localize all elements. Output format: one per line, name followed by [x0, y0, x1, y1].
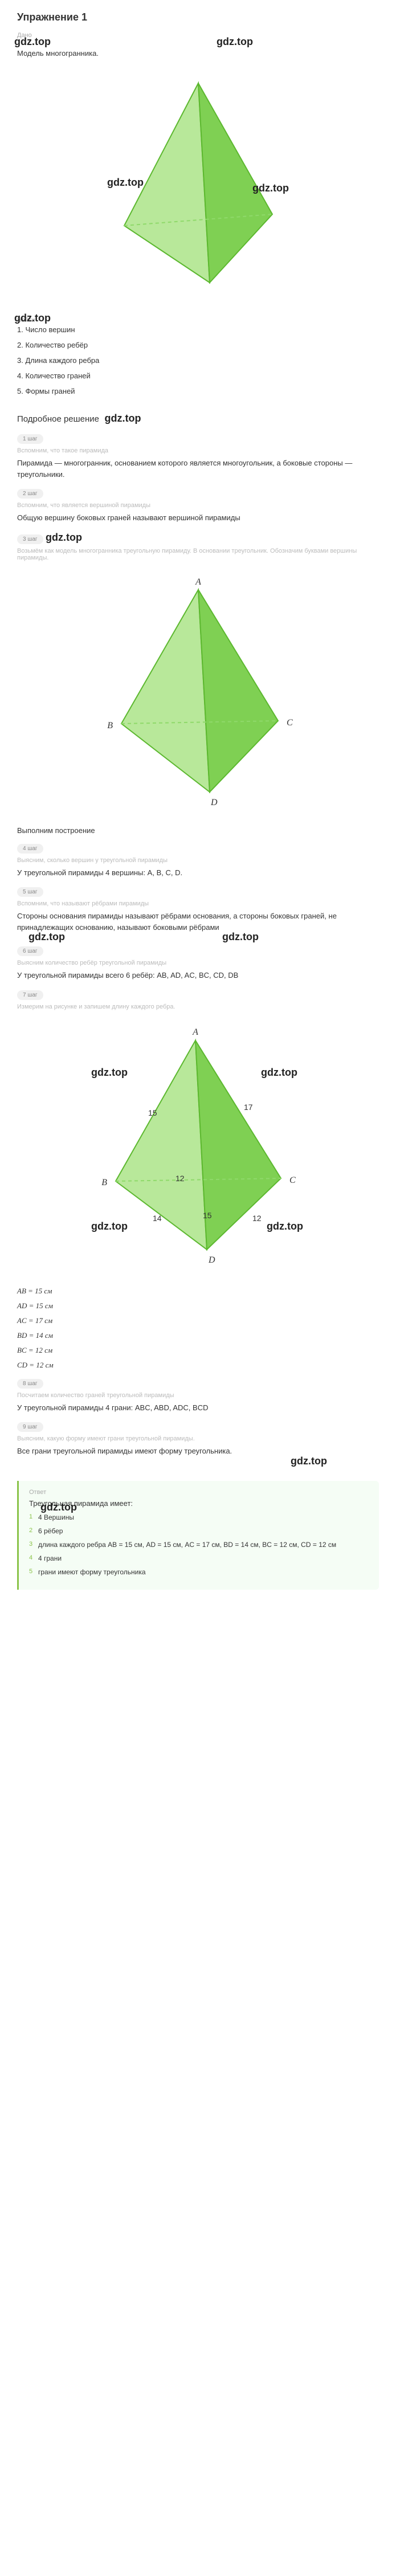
step-badge: 4 шаг	[17, 844, 43, 854]
step-note: Выясним, сколько вершин у треугольной пи…	[17, 857, 379, 864]
exercise-title: Упражнение 1	[17, 11, 379, 23]
naiti-item: 3. Длина каждого ребра	[17, 356, 379, 365]
step-badge: 7 шаг	[17, 990, 43, 1000]
measurement: BD = 14 см	[17, 1331, 379, 1340]
svg-text:gdz.top: gdz.top	[252, 182, 289, 194]
step-badge: 9 шаг	[17, 1422, 43, 1432]
step-note: Вспомним, что такое пирамида	[17, 447, 379, 454]
measurement: AD = 15 см	[17, 1301, 379, 1311]
naiti-item: 5. Формы граней	[17, 387, 379, 395]
step-note: Посчитаем количество граней треугольной …	[17, 1392, 379, 1399]
step-note: Возьмём как модель многогранника треугол…	[17, 548, 379, 561]
answer-item: 4 Вершины	[29, 1513, 369, 1521]
svg-text:gdz.top: gdz.top	[267, 1220, 303, 1232]
watermark: gdz.top	[46, 532, 82, 543]
step-text: Стороны основания пирамиды называют рёбр…	[17, 911, 379, 933]
watermark: gdz.top	[28, 931, 65, 943]
step-badge: 2 шаг	[17, 489, 43, 499]
svg-text:A: A	[192, 1027, 198, 1037]
step-text: Пирамида — многогранник, основанием кото…	[17, 458, 379, 480]
svg-text:12: 12	[252, 1214, 262, 1223]
svg-text:gdz.top: gdz.top	[261, 1067, 297, 1078]
pyramid-figure-1: gdz.top gdz.top	[17, 72, 379, 303]
watermark: gdz.top	[222, 931, 259, 943]
postroenie-text: Выполним построение	[17, 826, 379, 835]
svg-text:B: B	[107, 721, 113, 730]
step-badge: 8 шаг	[17, 1379, 43, 1389]
naiti-item: 4. Количество граней	[17, 372, 379, 380]
naiti-label: Найти	[17, 317, 379, 324]
watermark: gdz.top	[291, 1455, 327, 1467]
svg-text:15: 15	[148, 1108, 157, 1117]
measurement: AC = 17 см	[17, 1316, 379, 1325]
step-note: Выясним количество ребёр треугольной пир…	[17, 960, 379, 966]
measurement: CD = 12 см	[17, 1361, 379, 1370]
pyramid-figure-3: A B C D 15 17 12 12 15 14 gdz.top gdz.to…	[17, 1024, 379, 1272]
step-text: Общую вершину боковых граней называют ве…	[17, 512, 379, 524]
step-badge: 3 шаг	[17, 534, 43, 544]
step-badge: 5 шаг	[17, 887, 43, 897]
step-badge: 1 шаг	[17, 434, 43, 444]
svg-text:gdz.top: gdz.top	[107, 177, 144, 188]
step-text: У треугольной пирамиды 4 вершины: A, B, …	[17, 867, 379, 879]
answer-label: Ответ	[29, 1489, 369, 1496]
answer-item: длина каждого ребра AB = 15 см, AD = 15 …	[29, 1541, 369, 1549]
naiti-item: 2. Количество ребёр	[17, 341, 379, 349]
answer-item: грани имеют форму треугольника	[29, 1568, 369, 1576]
step-note: Вспомним, что является вершиной пирамиды	[17, 502, 379, 509]
answer-block: Ответ Треугольная пирамида имеет: gdz.to…	[17, 1481, 379, 1590]
svg-text:17: 17	[244, 1103, 253, 1112]
step-text: Все грани треугольной пирамиды имеют фор…	[17, 1446, 379, 1457]
measurement: BC = 12 см	[17, 1346, 379, 1355]
step-text: У треугольной пирамиды всего 6 ребёр: AB…	[17, 970, 379, 981]
svg-text:gdz.top: gdz.top	[91, 1067, 128, 1078]
measurement: AB = 15 см	[17, 1287, 379, 1296]
section-title: Подробное решение	[17, 414, 99, 424]
svg-text:gdz.top: gdz.top	[91, 1220, 128, 1232]
step-text: У треугольной пирамиды 4 грани: ABC, ABD…	[17, 1402, 379, 1414]
svg-text:12: 12	[175, 1174, 185, 1183]
step-note: Выясним, какую форму имеют грани треугол…	[17, 1435, 379, 1442]
answer-title: Треугольная пирамида имеет:	[29, 1499, 369, 1508]
step-note: Измерим на рисунке и запишем длину каждо…	[17, 1003, 379, 1010]
svg-text:D: D	[208, 1255, 215, 1265]
dano-text: Модель многогранника.	[17, 49, 379, 58]
watermark: gdz.top	[104, 413, 141, 424]
svg-text:14: 14	[153, 1214, 162, 1223]
answer-item: 4 грани	[29, 1554, 369, 1562]
naiti-item: 1. Число вершин	[17, 325, 379, 334]
svg-text:B: B	[101, 1178, 107, 1187]
svg-text:C: C	[287, 718, 293, 728]
svg-text:15: 15	[203, 1211, 212, 1220]
svg-text:C: C	[289, 1175, 296, 1185]
step-note: Вспомним, что называют рёбрами пирамиды	[17, 900, 379, 907]
pyramid-figure-2: A B C D	[17, 575, 379, 812]
svg-text:A: A	[195, 577, 201, 587]
dano-label: Дано	[17, 32, 379, 39]
answer-item: 6 рёбер	[29, 1527, 369, 1535]
svg-text:D: D	[210, 798, 218, 807]
step-badge: 6 шаг	[17, 946, 43, 956]
